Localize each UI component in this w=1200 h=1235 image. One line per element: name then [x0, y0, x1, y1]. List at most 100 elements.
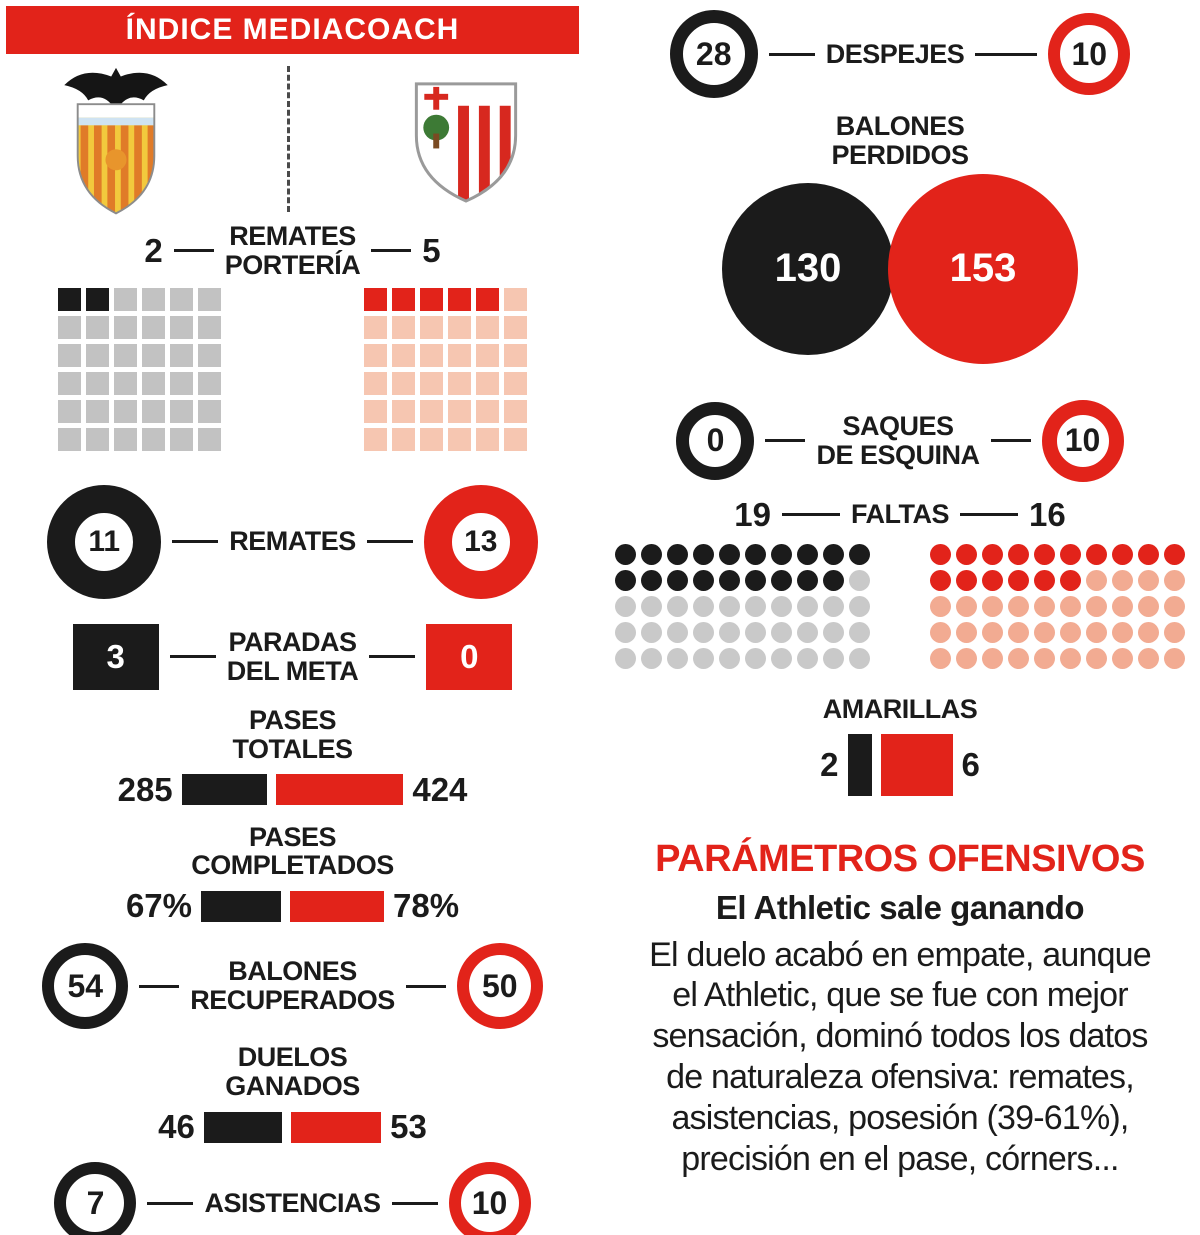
stat-label: AMARILLAS [822, 693, 978, 724]
article-block: PARÁMETROS OFENSIVOS El Athletic sale ga… [600, 838, 1200, 1180]
connector-line [768, 52, 815, 56]
away-bar [290, 890, 384, 922]
square-cell [142, 343, 165, 367]
square-cell [448, 399, 471, 423]
square-cell [364, 287, 387, 311]
connector-line [366, 540, 413, 544]
square-cell [476, 427, 499, 451]
circle-cell [1060, 543, 1081, 565]
home-ring: 7 [54, 1162, 137, 1235]
circle-cell [1086, 595, 1107, 617]
circle-cell [1164, 647, 1185, 669]
stat-label-line2: COMPLETADOS [191, 850, 394, 881]
circle-cell [745, 621, 766, 643]
amarillas-bars: 2 6 [600, 733, 1200, 796]
stat-faltas-header: 19 FALTAS 16 [600, 496, 1200, 534]
square-cell [114, 399, 137, 423]
crest-row [0, 54, 585, 222]
circle-cell [615, 569, 636, 591]
away-donut: 13 [423, 484, 538, 599]
home-dot-grid [615, 543, 870, 669]
home-value: 2 [144, 231, 163, 269]
square-cell [170, 343, 193, 367]
square-cell [198, 343, 221, 367]
connector-line [765, 439, 806, 443]
circle-cell [982, 595, 1003, 617]
square-cell [476, 371, 499, 395]
square-cell [392, 287, 415, 311]
connector-line [391, 1201, 438, 1205]
square-cell [476, 343, 499, 367]
stat-label-line1: BALONES [228, 956, 357, 987]
circle-cell [823, 621, 844, 643]
circle-cell [823, 543, 844, 565]
square-cell [114, 427, 137, 451]
circle-cell [693, 543, 714, 565]
home-bar [201, 890, 282, 922]
circle-cell [849, 569, 870, 591]
connector-line [960, 513, 1018, 517]
square-cell [364, 371, 387, 395]
circle-cell [719, 595, 740, 617]
circle-cell [771, 569, 792, 591]
circle-cell [1086, 569, 1107, 591]
home-value: 285 [117, 770, 173, 808]
square-cell [504, 371, 527, 395]
circle-cell [1034, 647, 1055, 669]
square-cell [420, 343, 443, 367]
connector-line [975, 52, 1038, 56]
circle-cell [1164, 621, 1185, 643]
stat-remates: 11 REMATES 13 [0, 484, 585, 599]
circle-cell [823, 595, 844, 617]
circle-cell [956, 543, 977, 565]
circle-cell [982, 621, 1003, 643]
crest-divider [287, 66, 290, 212]
away-value: 424 [412, 770, 468, 808]
circle-cell [1034, 595, 1055, 617]
away-value: 6 [961, 745, 980, 783]
circle-cell [1112, 595, 1133, 617]
home-value: 67% [125, 887, 192, 925]
circle-cell [771, 543, 792, 565]
stat-label-line2: GANADOS [225, 1071, 360, 1102]
circle-cell [1138, 595, 1159, 617]
stat-label: REMATES [229, 526, 356, 557]
square-cell [86, 343, 109, 367]
stat-label: FALTAS [851, 499, 950, 530]
circle-cell [797, 595, 818, 617]
square-cell [364, 315, 387, 339]
circle-cell [641, 621, 662, 643]
away-value: 78% [392, 887, 460, 925]
square-cell [170, 427, 193, 451]
circle-cell [745, 595, 766, 617]
square-cell [198, 315, 221, 339]
square-cell [142, 427, 165, 451]
circle-cell [615, 647, 636, 669]
square-cell [170, 399, 193, 423]
square-cell [448, 427, 471, 451]
circle-cell [1112, 569, 1133, 591]
home-value: 2 [820, 745, 839, 783]
stat-label-line1: PASES [248, 821, 337, 852]
stat-remates-porteria-header: 2 REMATES PORTERÍA 5 [0, 222, 585, 280]
square-cell [364, 343, 387, 367]
circle-cell [693, 569, 714, 591]
circle-cell [641, 595, 662, 617]
square-cell [198, 371, 221, 395]
circle-cell [849, 595, 870, 617]
circle-cell [1008, 595, 1029, 617]
circle-cell [1112, 543, 1133, 565]
home-ring: 54 [42, 943, 129, 1030]
square-cell [504, 315, 527, 339]
away-bar [276, 774, 404, 805]
stat-label: BALONES RECUPERADOS [190, 957, 395, 1015]
square-cell [448, 287, 471, 311]
circle-cell [1008, 647, 1029, 669]
square-cell [170, 315, 193, 339]
square-cell [114, 343, 137, 367]
circle-cell [1086, 621, 1107, 643]
square-cell [448, 315, 471, 339]
circle-cell [1112, 647, 1133, 669]
faltas-dot-grids [600, 543, 1200, 669]
stat-label-line1: PASES [248, 704, 337, 735]
